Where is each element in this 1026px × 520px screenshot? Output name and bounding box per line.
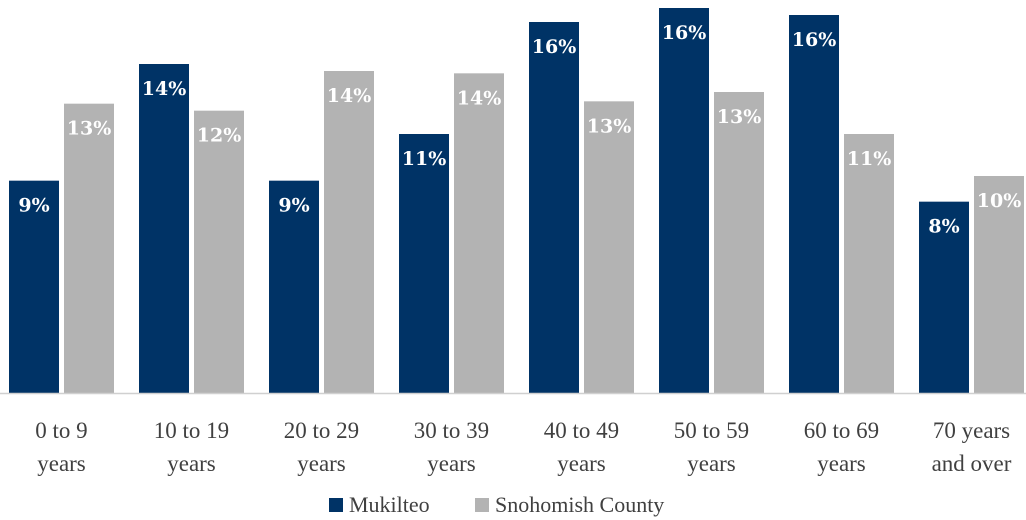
bar-snohomish-county-3 bbox=[324, 71, 374, 393]
bar-mukilteo-2 bbox=[139, 64, 189, 393]
bar-label-snohomish-county-4: 14% bbox=[457, 87, 502, 109]
bar-label-mukilteo-5: 16% bbox=[532, 36, 577, 58]
bar-mukilteo-7 bbox=[789, 15, 839, 393]
bar-label-mukilteo-1: 9% bbox=[18, 195, 49, 217]
bar-label-snohomish-county-1: 13% bbox=[67, 118, 112, 140]
category-label-1-line-2: years bbox=[37, 451, 86, 476]
category-label-5-line-1: 40 to 49 bbox=[544, 418, 619, 443]
bar-label-mukilteo-3: 9% bbox=[278, 195, 309, 217]
category-label-7-line-2: years bbox=[817, 451, 866, 476]
bar-label-snohomish-county-6: 13% bbox=[717, 106, 762, 128]
bar-label-snohomish-county-7: 11% bbox=[847, 148, 892, 170]
category-labels-group: 0 to 9 years 10 to 19 years 20 to 29 years 30 … bbox=[35, 418, 1011, 476]
category-label-6-line-1: 50 to 59 bbox=[674, 418, 749, 443]
category-label-3-line-1: 20 to 29 bbox=[284, 418, 359, 443]
bar-label-snohomish-county-3: 14% bbox=[327, 85, 372, 107]
category-label-4-line-2: years bbox=[427, 451, 476, 476]
bar-mukilteo-6 bbox=[659, 8, 709, 393]
legend-swatch-mukilteo bbox=[329, 498, 343, 512]
bar-label-mukilteo-8: 8% bbox=[928, 216, 959, 238]
category-label-5-line-2: years bbox=[557, 451, 606, 476]
bar-snohomish-county-2 bbox=[194, 110, 244, 394]
category-label-4-line-1: 30 to 39 bbox=[414, 418, 489, 443]
bar-mukilteo-1 bbox=[9, 180, 59, 393]
bar-mukilteo-3 bbox=[269, 180, 319, 393]
category-label-6-line-2: years bbox=[687, 451, 736, 476]
legend-label-mukilteo: Mukilteo bbox=[349, 492, 430, 517]
bar-mukilteo-5 bbox=[529, 22, 579, 393]
bar-snohomish-county-7 bbox=[844, 134, 894, 393]
bar-label-snohomish-county-2: 12% bbox=[197, 125, 242, 147]
category-label-8-line-2: and over bbox=[932, 451, 1012, 476]
bar-snohomish-county-8 bbox=[974, 176, 1024, 393]
bar-label-snohomish-county-5: 13% bbox=[587, 115, 632, 137]
bar-label-mukilteo-6: 16% bbox=[662, 22, 707, 44]
bar-label-mukilteo-7: 16% bbox=[792, 29, 837, 51]
bar-mukilteo-8 bbox=[919, 201, 969, 393]
bar-label-mukilteo-2: 14% bbox=[142, 78, 187, 100]
category-label-7-line-1: 60 to 69 bbox=[804, 418, 879, 443]
bar-labels-group: 9% 13% 14% 12% 9% 14% 11% 14% 16% 13% 16% 13% 16% 11%… bbox=[18, 22, 1021, 238]
bar-label-snohomish-county-8: 10% bbox=[977, 190, 1022, 212]
legend-label-snohomish-county: Snohomish County bbox=[495, 492, 664, 517]
bar-snohomish-county-4 bbox=[454, 73, 504, 393]
bar-snohomish-county-5 bbox=[584, 101, 634, 393]
category-label-1-line-1: 0 to 9 bbox=[35, 418, 87, 443]
category-label-2-line-1: 10 to 19 bbox=[154, 418, 229, 443]
category-label-2-line-2: years bbox=[167, 451, 216, 476]
bar-mukilteo-4 bbox=[399, 134, 449, 393]
bars-group bbox=[9, 8, 1024, 394]
category-label-8-line-1: 70 years bbox=[933, 418, 1010, 443]
bar-snohomish-county-6 bbox=[714, 92, 764, 393]
legend: Mukilteo Snohomish County bbox=[329, 492, 664, 517]
bar-snohomish-county-1 bbox=[64, 103, 114, 394]
bar-label-mukilteo-4: 11% bbox=[402, 148, 447, 170]
legend-swatch-snohomish-county bbox=[475, 498, 489, 512]
category-label-3-line-2: years bbox=[297, 451, 346, 476]
